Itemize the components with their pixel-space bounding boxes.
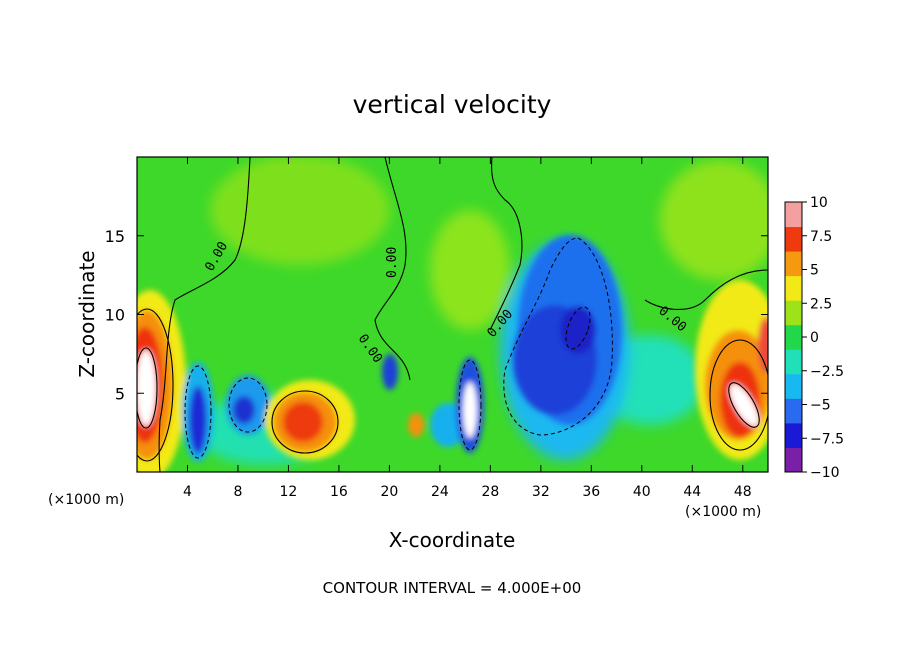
weak-updraft-upper xyxy=(210,157,390,265)
updraft-22 xyxy=(408,413,424,437)
x-tick-label: 48 xyxy=(734,484,752,500)
colorbar-swatch xyxy=(785,398,802,424)
contour-downdraft-26 xyxy=(458,359,482,451)
plot-area: 0.00 0.00 0.00 0.00 0.00 4 8 12 16 20 24 28 32 3… xyxy=(105,156,769,500)
x-tick-label: 36 xyxy=(582,484,600,500)
colorbar-swatches xyxy=(785,202,802,473)
colorbar-tick-label: 5 xyxy=(810,263,819,279)
colorbar-swatch xyxy=(785,226,802,252)
contour-right-updraft xyxy=(709,339,768,451)
zero-contour-mid2 xyxy=(489,157,523,331)
colorbar-swatch xyxy=(785,202,802,228)
colorbar-tick-label: 0 xyxy=(810,330,819,346)
y-tick-label: 5 xyxy=(115,384,125,403)
contour-downdraft-35 xyxy=(503,237,613,436)
x-tick-label: 32 xyxy=(532,484,550,500)
downdraft-19 xyxy=(382,354,398,390)
contour-label: 0.00 xyxy=(385,247,400,278)
updraft-13-core xyxy=(283,402,323,442)
colorbar-tick-label: −5 xyxy=(810,398,831,414)
x-tick-label: 28 xyxy=(481,484,499,500)
contour-updraft-13 xyxy=(271,390,339,454)
colorbar-swatch xyxy=(785,324,802,350)
right-edge-updraft xyxy=(758,317,768,373)
colorbar-swatch xyxy=(785,300,802,326)
downdraft-35-core xyxy=(560,306,596,354)
downdraft-26-core xyxy=(463,382,477,438)
colorbar-ticks: 10 7.5 5 2.5 0 −2.5 −5 −7.5 −10 xyxy=(802,195,844,481)
x-unit-right: (×1000 m) xyxy=(685,504,761,520)
x-tick-label: 20 xyxy=(380,484,398,500)
colorbar-swatch xyxy=(785,447,802,473)
colorbar-swatch xyxy=(785,349,802,375)
colorbar-swatch xyxy=(785,373,802,399)
contour-right-core xyxy=(728,382,760,428)
contour-interval-note: CONTOUR INTERVAL = 4.000E+00 xyxy=(323,579,582,597)
colorbar-swatch xyxy=(785,275,802,301)
colorbar-swatch xyxy=(785,422,802,448)
weak-updraft-right xyxy=(660,160,768,280)
velocity-field: 0.00 0.00 0.00 0.00 0.00 xyxy=(137,157,768,472)
downdraft-5-core xyxy=(189,386,207,454)
colorbar-tick-label: 10 xyxy=(810,195,828,211)
x-tick-label: 40 xyxy=(633,484,651,500)
y-tick-label: 10 xyxy=(105,306,125,325)
colorbar-tick-label: −7.5 xyxy=(810,431,844,447)
contour-downdraft-35-core xyxy=(565,306,591,350)
contour-downdraft-9 xyxy=(228,377,268,433)
negative-contours xyxy=(184,237,613,459)
x-tick-label: 24 xyxy=(431,484,449,500)
colorbar-tick-label: 7.5 xyxy=(810,229,832,245)
x-tick-label: 4 xyxy=(183,484,192,500)
colorbar-tick-label: −2.5 xyxy=(810,364,844,380)
y-axis-label: Z-coordinate xyxy=(75,250,99,377)
colorbar: 10 7.5 5 2.5 0 −2.5 −5 −7.5 −10 xyxy=(784,195,844,481)
zero-contour-mid xyxy=(374,157,411,381)
contour-lines xyxy=(137,157,768,472)
colorbar-tick-label: −10 xyxy=(810,465,840,481)
x-tick-label: 44 xyxy=(683,484,701,500)
downdraft-9-core xyxy=(233,396,255,424)
left-updraft-core xyxy=(137,350,156,426)
contour-left-updraft xyxy=(137,308,174,462)
x-tick-label: 12 xyxy=(280,484,298,500)
colorbar-tick-label: 2.5 xyxy=(810,296,832,312)
right-updraft-core xyxy=(729,383,759,427)
x-unit-left: (×1000 m) xyxy=(48,492,124,508)
x-tick-label: 16 xyxy=(330,484,348,500)
x-axis-label: X-coordinate xyxy=(389,528,516,552)
weak-updraft-mid xyxy=(430,210,510,330)
contour-left-core xyxy=(137,347,158,429)
y-tick-label: 15 xyxy=(105,227,125,246)
chart-title: vertical velocity xyxy=(353,90,552,119)
zero-contour-right xyxy=(644,269,768,311)
x-tick-label: 8 xyxy=(233,484,242,500)
zero-contour-left xyxy=(158,157,251,472)
colorbar-swatch xyxy=(785,251,802,277)
contour-downdraft-5 xyxy=(184,365,212,459)
